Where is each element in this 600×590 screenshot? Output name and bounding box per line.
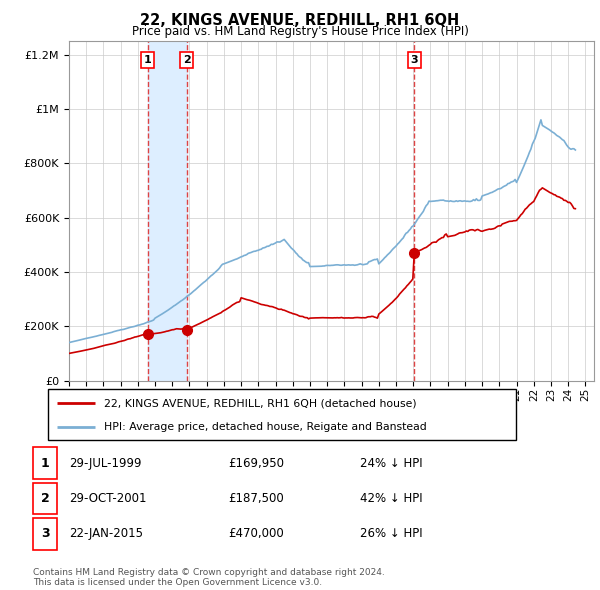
Text: Price paid vs. HM Land Registry's House Price Index (HPI): Price paid vs. HM Land Registry's House … [131,25,469,38]
Text: 24% ↓ HPI: 24% ↓ HPI [360,457,422,470]
Text: 3: 3 [41,527,49,540]
Text: 2: 2 [182,55,190,65]
Text: This data is licensed under the Open Government Licence v3.0.: This data is licensed under the Open Gov… [33,578,322,587]
Text: 29-JUL-1999: 29-JUL-1999 [69,457,142,470]
Text: 3: 3 [410,55,418,65]
Text: £470,000: £470,000 [228,527,284,540]
Text: 1: 1 [41,457,49,470]
Text: 29-OCT-2001: 29-OCT-2001 [69,492,146,505]
Text: HPI: Average price, detached house, Reigate and Banstead: HPI: Average price, detached house, Reig… [104,422,427,432]
Text: 2: 2 [41,492,49,505]
Text: 1: 1 [144,55,152,65]
Bar [148,41,187,381]
Text: 22, KINGS AVENUE, REDHILL, RH1 6QH (detached house): 22, KINGS AVENUE, REDHILL, RH1 6QH (deta… [104,398,417,408]
FancyBboxPatch shape [48,389,516,440]
Text: £187,500: £187,500 [228,492,284,505]
Text: £169,950: £169,950 [228,457,284,470]
Text: 42% ↓ HPI: 42% ↓ HPI [360,492,422,505]
Text: Contains HM Land Registry data © Crown copyright and database right 2024.: Contains HM Land Registry data © Crown c… [33,568,385,576]
Text: 22-JAN-2015: 22-JAN-2015 [69,527,143,540]
Text: 26% ↓ HPI: 26% ↓ HPI [360,527,422,540]
Text: 22, KINGS AVENUE, REDHILL, RH1 6QH: 22, KINGS AVENUE, REDHILL, RH1 6QH [140,13,460,28]
